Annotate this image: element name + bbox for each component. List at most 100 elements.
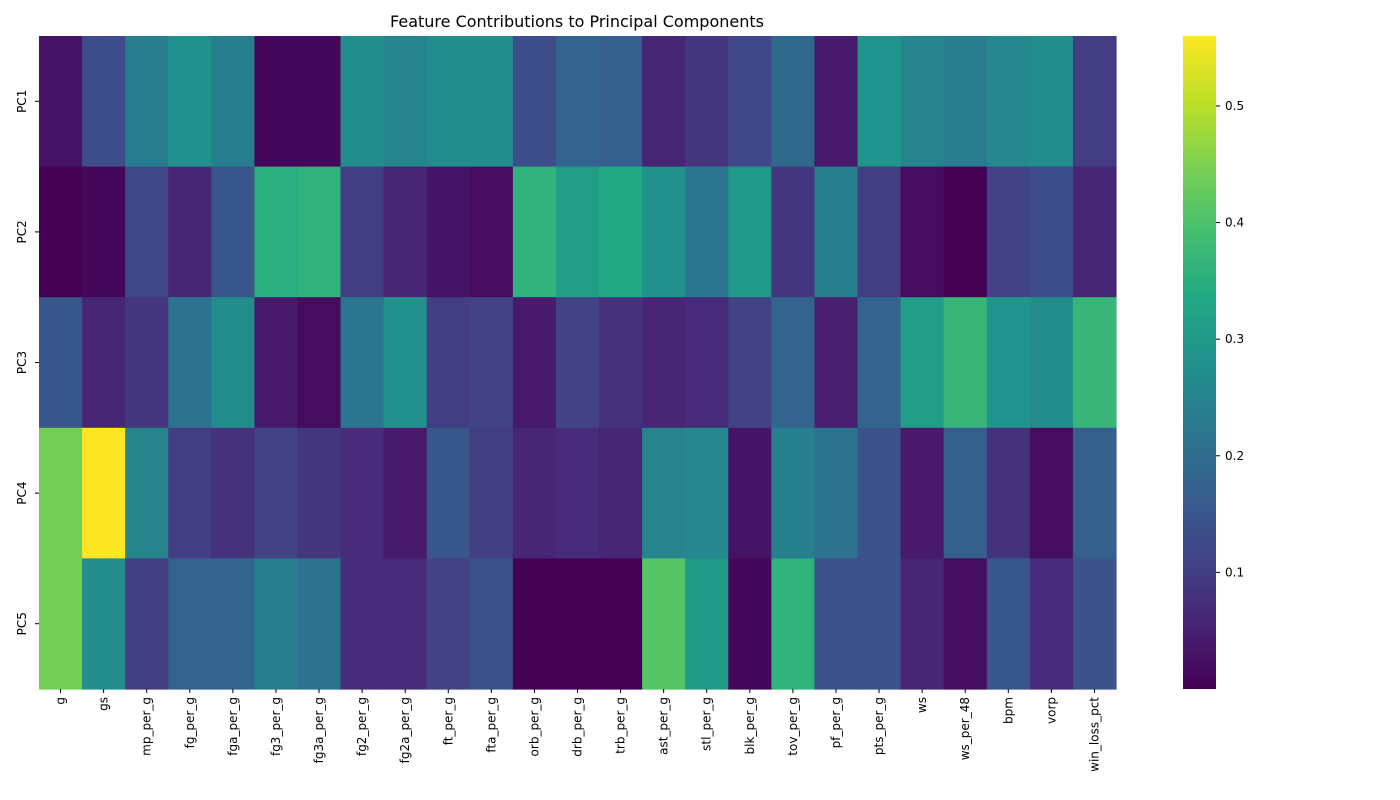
x-tick-label: blk_per_g — [743, 697, 757, 754]
heatmap-cell-PC5-pts_per_g — [857, 558, 902, 690]
heatmap-cell-PC5-orb_per_g — [512, 558, 557, 690]
heatmap-cell-PC4-fg2_per_g — [340, 427, 385, 559]
x-tick-label: gs — [97, 697, 111, 711]
y-tick-label: PC3 — [15, 351, 29, 374]
heatmap-cell-PC3-fg_per_g — [168, 297, 212, 429]
x-tick-label: fg2a_per_g — [398, 697, 412, 763]
x-tick-label: fta_per_g — [484, 697, 498, 753]
x-tick-label: pts_per_g — [872, 697, 886, 755]
heatmap-cell-PC2-fg_per_g — [168, 166, 212, 298]
y-tick-label: PC5 — [15, 612, 29, 635]
heatmap-cell-PC4-orb_per_g — [512, 427, 557, 559]
heatmap-cell-PC2-drb_per_g — [555, 166, 600, 298]
heatmap-cell-PC3-fga_per_g — [211, 297, 255, 429]
y-tick-label: PC1 — [15, 90, 29, 113]
x-tick-label: orb_per_g — [527, 697, 541, 756]
heatmap-cell-PC5-vorp — [1029, 558, 1074, 690]
heatmap-cell-PC3-trb_per_g — [599, 297, 643, 429]
heatmap-cell-PC4-vorp — [1029, 427, 1074, 559]
heatmap-cell-PC4-fta_per_g — [469, 427, 514, 559]
x-tick-label: fg3a_per_g — [312, 697, 326, 763]
heatmap-cell-PC3-blk_per_g — [728, 297, 772, 429]
x-tick-label: g — [54, 697, 68, 705]
heatmap-cell-PC1-gs — [82, 36, 126, 168]
heatmap-cell-PC3-pf_per_g — [814, 297, 859, 429]
heatmap-cell-PC4-pf_per_g — [814, 427, 859, 559]
heatmap-cell-PC1-fg3a_per_g — [297, 36, 342, 168]
x-tick-label: fg3_per_g — [269, 697, 283, 756]
heatmap-cell-PC5-fta_per_g — [469, 558, 514, 690]
heatmap-cell-PC2-stl_per_g — [685, 166, 729, 298]
heatmap-cell-PC2-fga_per_g — [211, 166, 255, 298]
heatmap-cell-PC3-orb_per_g — [512, 297, 557, 429]
heatmap-cell-PC4-bpm — [986, 427, 1031, 559]
heatmap-cell-PC5-fg_per_g — [168, 558, 212, 690]
heatmap-cell-PC1-g — [39, 36, 83, 168]
heatmap-cell-PC5-fga_per_g — [211, 558, 255, 690]
heatmap-cell-PC3-vorp — [1029, 297, 1074, 429]
heatmap-cell-PC2-tov_per_g — [771, 166, 816, 298]
x-tick-label: ws_per_48 — [958, 697, 972, 760]
colorbar-tick-label: 0.3 — [1225, 332, 1244, 346]
heatmap-cell-PC2-fg2a_per_g — [383, 166, 428, 298]
x-tick-label: stl_per_g — [700, 697, 714, 751]
heatmap-cell-PC3-win_loss_pct — [1072, 297, 1117, 429]
heatmap-cell-PC3-fta_per_g — [469, 297, 514, 429]
heatmap-cell-PC4-fg_per_g — [168, 427, 212, 559]
x-tick-label: vorp — [1044, 697, 1058, 724]
heatmap-cell-PC5-gs — [82, 558, 126, 690]
x-tick-label: trb_per_g — [614, 697, 628, 754]
heatmap-cell-PC5-ws_per_48 — [943, 558, 988, 690]
heatmap-cell-PC5-fg3a_per_g — [297, 558, 342, 690]
heatmap-cell-PC2-orb_per_g — [512, 166, 557, 298]
heatmap-cell-PC1-pf_per_g — [814, 36, 859, 168]
heatmap-cell-PC4-fg3_per_g — [254, 427, 299, 559]
heatmap-cell-PC5-ws — [900, 558, 945, 690]
x-tick-label: mp_per_g — [140, 697, 154, 756]
heatmap-cell-PC2-fg3a_per_g — [297, 166, 342, 298]
heatmap-cell-PC1-bpm — [986, 36, 1031, 168]
heatmap-cell-PC3-ast_per_g — [642, 297, 686, 429]
heatmap-cell-PC4-tov_per_g — [771, 427, 816, 559]
heatmap-cell-PC2-trb_per_g — [599, 166, 643, 298]
heatmap-cell-PC3-ws — [900, 297, 945, 429]
heatmap-cell-PC4-win_loss_pct — [1072, 427, 1117, 559]
heatmap-cell-PC2-pf_per_g — [814, 166, 859, 298]
heatmap-cell-PC2-win_loss_pct — [1072, 166, 1117, 298]
heatmap-cell-PC4-ast_per_g — [642, 427, 686, 559]
colorbar: 0.1 0.2 0.3 0.4 0.5 — [1183, 36, 1244, 689]
heatmap-cell-PC1-tov_per_g — [771, 36, 816, 168]
heatmap-cell-PC1-win_loss_pct — [1072, 36, 1117, 168]
heatmap-cell-PC4-blk_per_g — [728, 427, 772, 559]
x-tick-label: fg_per_g — [183, 697, 197, 748]
heatmap-cell-PC1-pts_per_g — [857, 36, 902, 168]
heatmap-cell-PC2-ast_per_g — [642, 166, 686, 298]
x-axis-ticks: g gs mp_per_g fg_per_g fga_per_g fg3_per_g fg3… — [54, 689, 1101, 772]
heatmap-cell-PC1-fg_per_g — [168, 36, 212, 168]
colorbar-gradient — [1183, 36, 1216, 689]
heatmap-cell-PC5-stl_per_g — [685, 558, 729, 690]
heatmap-cell-PC4-pts_per_g — [857, 427, 902, 559]
x-tick-label: ws — [915, 697, 929, 713]
heatmap-cell-PC2-vorp — [1029, 166, 1074, 298]
heatmap-cell-PC3-drb_per_g — [555, 297, 600, 429]
heatmap-cell-PC4-stl_per_g — [685, 427, 729, 559]
heatmap-cell-PC2-mp_per_g — [125, 166, 169, 298]
heatmap-cell-PC1-blk_per_g — [728, 36, 772, 168]
heatmap-cell-PC2-blk_per_g — [728, 166, 772, 298]
heatmap-cell-PC2-ws_per_48 — [943, 166, 988, 298]
colorbar-tick-label: 0.4 — [1225, 216, 1244, 230]
x-tick-label: tov_per_g — [786, 697, 800, 756]
colorbar-tick-label: 0.1 — [1225, 565, 1244, 579]
y-axis-ticks: PC1 PC2 PC3 PC4 PC5 — [15, 90, 39, 635]
heatmap-cell-PC5-fg2_per_g — [340, 558, 385, 690]
heatmap-cell-PC5-blk_per_g — [728, 558, 772, 690]
x-tick-label: ft_per_g — [441, 697, 455, 745]
heatmap-cell-PC3-g — [39, 297, 83, 429]
x-tick-label: drb_per_g — [571, 697, 585, 757]
heatmap-cell-PC2-ft_per_g — [426, 166, 471, 298]
heatmap-cell-PC2-fta_per_g — [469, 166, 514, 298]
heatmap-cell-PC4-fg2a_per_g — [383, 427, 428, 559]
heatmap-cell-PC2-fg2_per_g — [340, 166, 385, 298]
heatmap-cell-PC3-bpm — [986, 297, 1031, 429]
